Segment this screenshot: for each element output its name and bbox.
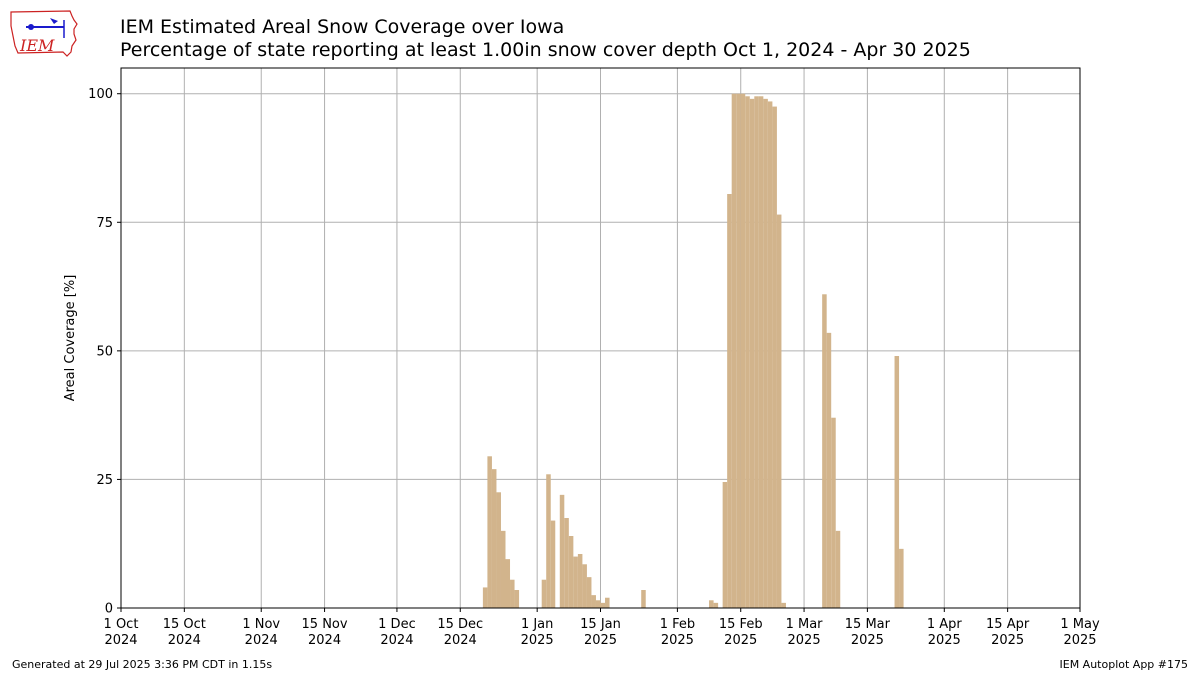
footer-generated: Generated at 29 Jul 2025 3:36 PM CDT in … bbox=[12, 658, 273, 671]
x-tick-label: 1 Apr bbox=[927, 617, 963, 632]
grid-lines bbox=[120, 68, 1081, 609]
chart-title: IEM Estimated Areal Snow Coverage over I… bbox=[120, 16, 565, 38]
bar bbox=[482, 587, 488, 608]
x-tick-year-label: 2024 bbox=[308, 633, 341, 648]
x-tick-year-label: 2024 bbox=[444, 633, 477, 648]
x-tick-label: 1 May bbox=[1060, 617, 1100, 632]
bar bbox=[577, 554, 583, 608]
bar bbox=[559, 494, 565, 608]
x-tick-label: 1 Feb bbox=[660, 617, 695, 632]
bar bbox=[749, 98, 755, 608]
chart-subtitle: Percentage of state reporting at least 1… bbox=[120, 39, 971, 61]
x-tick-label: 15 Dec bbox=[437, 617, 483, 632]
x-tick-year-label: 2025 bbox=[928, 633, 961, 648]
x-tick-year-label: 2025 bbox=[724, 633, 757, 648]
bar bbox=[546, 474, 551, 608]
x-tick-year-label: 2025 bbox=[661, 633, 694, 648]
x-tick-label: 15 Feb bbox=[719, 617, 763, 632]
bar bbox=[505, 559, 511, 608]
station-dot-icon bbox=[28, 24, 34, 30]
x-tick-year-label: 2025 bbox=[584, 633, 617, 648]
x-tick-label: 1 Jan bbox=[521, 617, 553, 632]
x-tick-year-label: 2025 bbox=[1063, 633, 1096, 648]
x-tick-label: 1 Oct bbox=[104, 617, 139, 632]
bar bbox=[641, 590, 646, 608]
bar bbox=[605, 597, 610, 608]
y-tick-label: 25 bbox=[96, 473, 113, 488]
footer-app-label: IEM Autoplot App #175 bbox=[1059, 658, 1189, 671]
logo-text: IEM bbox=[19, 36, 55, 55]
bar bbox=[745, 96, 750, 609]
bar bbox=[822, 294, 827, 608]
bar bbox=[781, 602, 786, 608]
x-tick-year-label: 2025 bbox=[788, 633, 821, 648]
bar bbox=[722, 482, 728, 608]
y-tick-label: 75 bbox=[96, 216, 113, 231]
bar bbox=[835, 530, 841, 608]
bar bbox=[595, 600, 601, 608]
x-tick-label: 15 Mar bbox=[845, 617, 891, 632]
bar bbox=[541, 579, 547, 608]
bar bbox=[758, 96, 764, 609]
bar bbox=[754, 96, 759, 609]
x-tick-label: 1 Nov bbox=[242, 617, 280, 632]
x-tick-label: 15 Nov bbox=[302, 617, 348, 632]
bar bbox=[591, 595, 596, 608]
bar bbox=[731, 93, 737, 608]
bar bbox=[727, 194, 732, 608]
bar bbox=[767, 101, 773, 608]
bar bbox=[713, 602, 719, 608]
x-tick-year-label: 2024 bbox=[168, 633, 201, 648]
bars bbox=[482, 93, 904, 609]
bar bbox=[510, 579, 515, 608]
y-tick-label: 50 bbox=[96, 344, 113, 359]
bar bbox=[894, 356, 900, 608]
bar bbox=[776, 214, 782, 609]
wind-vane-icon bbox=[50, 18, 58, 24]
bar bbox=[586, 577, 592, 608]
bar bbox=[772, 106, 777, 609]
bar bbox=[899, 548, 904, 608]
x-tick-label: 15 Jan bbox=[580, 617, 621, 632]
x-tick-year-label: 2024 bbox=[245, 633, 278, 648]
y-axis-label: Areal Coverage [%] bbox=[63, 275, 78, 402]
bar bbox=[740, 93, 746, 608]
bar bbox=[514, 590, 520, 608]
bar bbox=[582, 564, 587, 608]
bar bbox=[826, 332, 832, 608]
x-tick-label: 1 Dec bbox=[378, 617, 416, 632]
bar bbox=[568, 536, 574, 608]
bar bbox=[573, 556, 578, 608]
bar bbox=[763, 98, 768, 608]
bar bbox=[500, 530, 506, 608]
bar bbox=[600, 602, 606, 608]
bar bbox=[491, 469, 497, 608]
x-tick-year-label: 2024 bbox=[104, 633, 137, 648]
bar bbox=[487, 456, 492, 608]
bar bbox=[564, 518, 569, 608]
iowa-outline-icon bbox=[10, 10, 78, 57]
bar bbox=[709, 600, 714, 608]
x-tick-label: 1 Mar bbox=[786, 617, 824, 632]
x-tick-label: 15 Oct bbox=[163, 617, 206, 632]
y-tick-label: 100 bbox=[88, 87, 113, 102]
x-tick-year-label: 2024 bbox=[380, 633, 413, 648]
x-tick-year-label: 2025 bbox=[991, 633, 1024, 648]
x-tick-label: 15 Apr bbox=[986, 617, 1030, 632]
x-tick-year-label: 2025 bbox=[851, 633, 884, 648]
x-tick-year-label: 2025 bbox=[521, 633, 554, 648]
y-tick-label: 0 bbox=[105, 602, 113, 617]
bar bbox=[831, 417, 836, 608]
bar bbox=[496, 492, 501, 608]
bar bbox=[550, 520, 556, 608]
iem-logo: IEM bbox=[10, 10, 78, 57]
bar bbox=[736, 93, 741, 608]
